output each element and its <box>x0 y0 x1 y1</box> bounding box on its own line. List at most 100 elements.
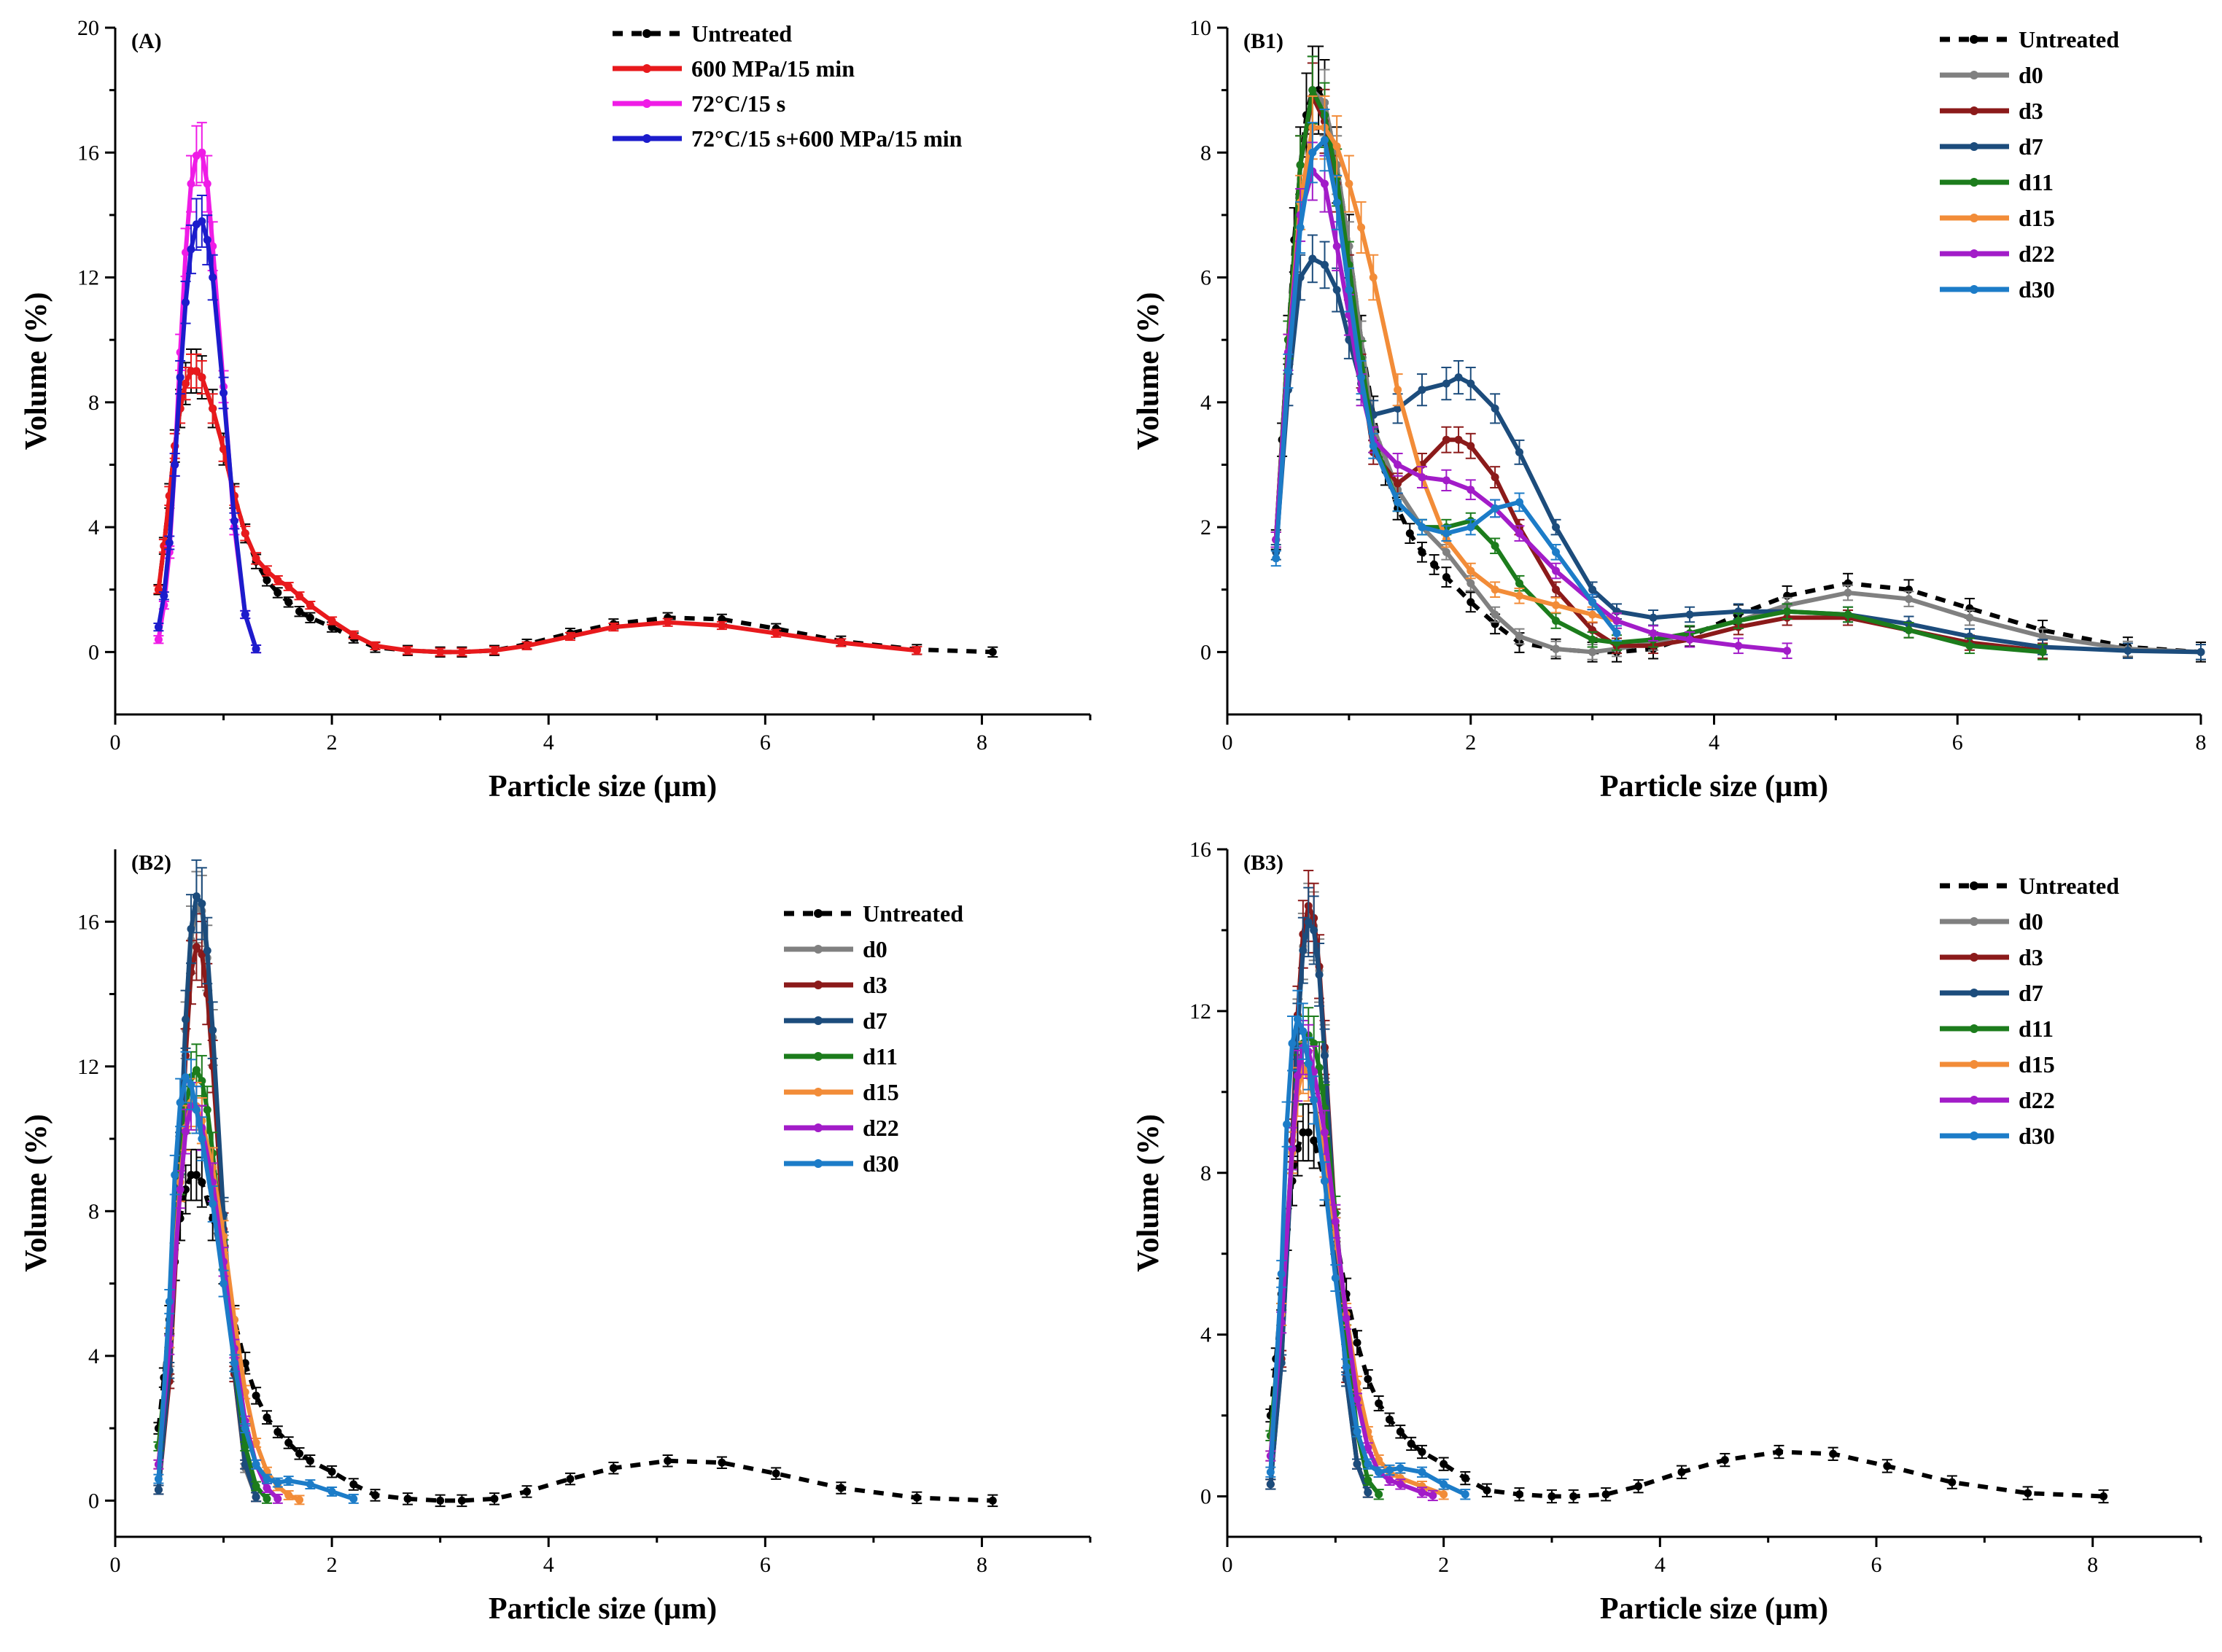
data-point <box>203 1105 211 1114</box>
legend-label: d3 <box>2019 944 2043 970</box>
data-point <box>457 1496 466 1505</box>
y-tick-label: 16 <box>77 910 99 934</box>
series-line <box>1273 87 2043 655</box>
data-point <box>252 1391 260 1400</box>
legend-label: d22 <box>2019 1087 2055 1113</box>
legend-label: Untreated <box>2019 873 2119 899</box>
legend-label: d15 <box>863 1079 899 1105</box>
data-point <box>403 1495 412 1503</box>
data-point <box>1396 1474 1405 1483</box>
legend-marker <box>1970 1060 1978 1069</box>
x-tick-label: 2 <box>327 730 338 755</box>
panel-3: 0 2 4 6 8 0 4 8 12 16 Particle size (µm) Volume (%)… <box>1132 838 2202 1626</box>
data-point <box>1601 1490 1610 1499</box>
data-point <box>192 1171 201 1180</box>
legend-marker <box>1970 71 1978 79</box>
data-point <box>1783 647 1792 655</box>
data-point <box>1331 1274 1340 1282</box>
legend-marker <box>642 99 651 108</box>
data-point <box>1418 1468 1426 1476</box>
data-point <box>209 273 217 282</box>
data-point <box>1491 585 1499 594</box>
data-point <box>241 1442 249 1451</box>
data-point <box>1440 1480 1448 1489</box>
data-point <box>1375 1490 1383 1499</box>
data-point <box>1357 373 1366 382</box>
y-tick-label: 12 <box>1189 1000 1211 1024</box>
data-point <box>1396 1480 1405 1489</box>
legend-marker <box>1970 35 1978 44</box>
legend-marker <box>814 1123 823 1132</box>
legend-label: Untreated <box>2019 26 2119 52</box>
legend-marker <box>1970 142 1978 151</box>
y-tick-label: 20 <box>77 16 99 40</box>
data-point <box>171 1171 179 1180</box>
data-point <box>1375 1468 1383 1476</box>
data-point <box>1430 560 1439 569</box>
y-tick-label: 4 <box>1200 391 1211 415</box>
data-point <box>192 1066 201 1075</box>
y-tick-label: 8 <box>1200 141 1211 165</box>
data-point <box>1266 1468 1275 1476</box>
data-point <box>718 1458 726 1467</box>
data-point <box>1296 160 1305 169</box>
y-tick-label: 8 <box>88 391 99 415</box>
data-point <box>1829 1449 1838 1458</box>
x-tick-label: 0 <box>1222 730 1233 755</box>
data-point <box>1369 442 1378 451</box>
data-point <box>198 148 206 157</box>
data-point <box>349 1480 358 1489</box>
data-point <box>295 1495 304 1504</box>
data-point <box>327 1487 336 1496</box>
data-point <box>198 1134 206 1143</box>
data-point <box>1440 1490 1448 1499</box>
y-tick-label: 2 <box>1200 515 1211 539</box>
data-point <box>912 646 921 655</box>
data-point <box>220 1279 228 1288</box>
data-point <box>1454 373 1463 382</box>
data-point <box>209 242 217 251</box>
series-untreated <box>1270 45 2206 663</box>
data-point <box>490 646 499 655</box>
data-point <box>1883 1462 1892 1470</box>
legend-label: Untreated <box>863 900 963 927</box>
legend-marker <box>1970 1096 1978 1104</box>
data-point <box>154 1485 163 1494</box>
y-tick-label: 12 <box>77 266 99 290</box>
legend-label: d0 <box>863 936 887 962</box>
y-tick-label: 16 <box>1189 838 1211 862</box>
legend-label: d11 <box>2019 169 2054 195</box>
data-point <box>1353 1460 1361 1468</box>
data-point <box>220 445 228 453</box>
data-point <box>1588 610 1597 619</box>
data-point <box>284 1491 293 1500</box>
data-point <box>1288 1039 1297 1048</box>
data-point <box>198 373 206 382</box>
data-point <box>664 1457 672 1465</box>
legend-marker <box>814 1052 823 1061</box>
series-d0 <box>1270 55 2206 661</box>
data-point <box>1353 1395 1361 1403</box>
legend: Untreated d0 d3 d7 d11 d15 d22 d30 <box>784 900 963 1177</box>
legend-label: d15 <box>2019 205 2055 231</box>
data-point <box>263 1475 271 1484</box>
data-point <box>1332 142 1341 151</box>
data-point <box>252 1438 260 1447</box>
data-point <box>1308 254 1317 263</box>
data-point <box>836 1484 845 1492</box>
data-point <box>182 298 190 307</box>
series-600-mpa-15-min <box>153 353 922 657</box>
legend-label: d22 <box>2019 241 2055 267</box>
data-point <box>327 617 336 626</box>
data-point <box>209 404 217 413</box>
data-point <box>609 623 618 631</box>
data-point <box>1552 523 1561 531</box>
y-axis-label: Volume (%) <box>20 1114 53 1272</box>
y-tick-label: 8 <box>88 1199 99 1223</box>
data-point <box>252 1460 260 1469</box>
series-72-c-15-s-600-mpa-15-min <box>153 195 262 654</box>
legend-label: Untreated <box>691 20 792 47</box>
data-point <box>1332 242 1341 251</box>
data-point <box>203 235 211 244</box>
data-point <box>1332 198 1341 207</box>
